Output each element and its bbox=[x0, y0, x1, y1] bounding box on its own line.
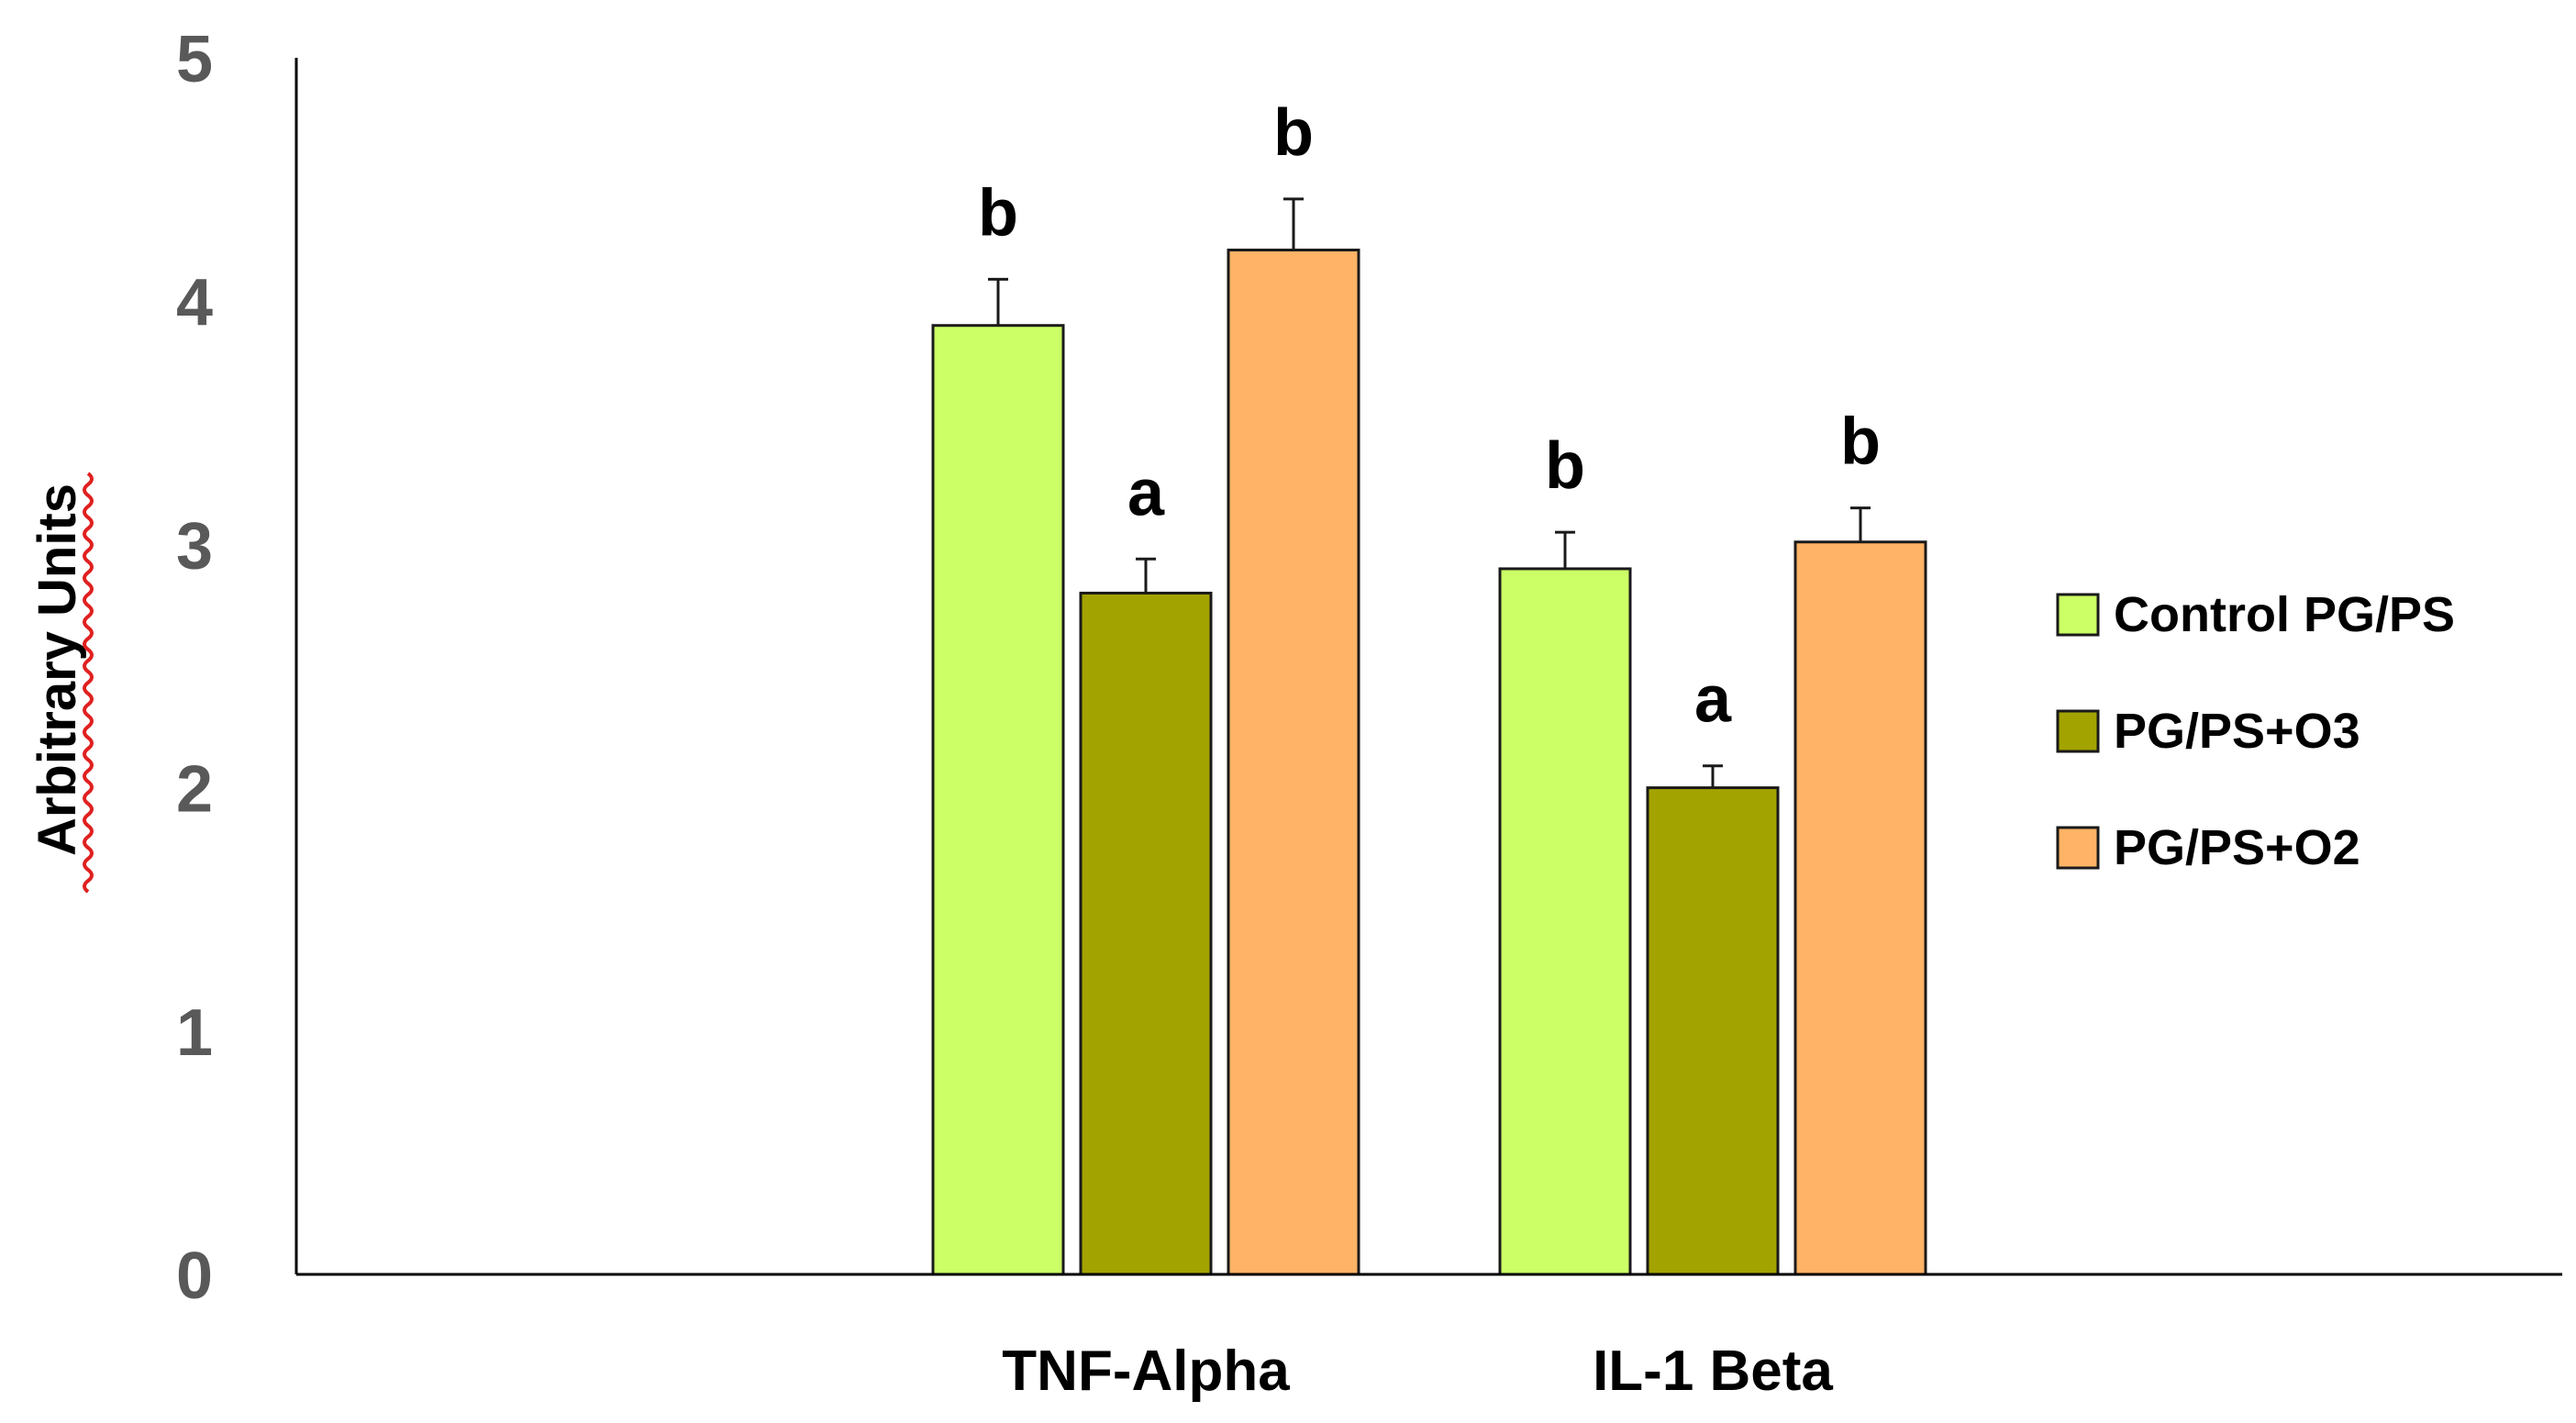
significance-labels: b a b b a b bbox=[978, 96, 1881, 737]
y-tick-label: 0 bbox=[176, 1240, 213, 1313]
y-tick-label: 1 bbox=[176, 996, 213, 1070]
x-tick-label: TNF-Alpha bbox=[1002, 1340, 1290, 1403]
significance-label: a bbox=[1694, 663, 1732, 737]
y-tick-label: 3 bbox=[176, 509, 213, 583]
legend-swatch bbox=[2056, 593, 2100, 637]
significance-label: b bbox=[1840, 406, 1881, 479]
y-axis-title-group: Arbitrary Units bbox=[28, 472, 94, 894]
y-axis-ticks: 0 1 2 3 4 5 bbox=[176, 23, 213, 1313]
x-tick-label: IL-1 Beta bbox=[1593, 1340, 1833, 1403]
bar-tnf-alpha-series-1 bbox=[931, 324, 1065, 1276]
error-bars bbox=[988, 197, 1871, 788]
significance-label: b bbox=[978, 176, 1018, 250]
bar-series bbox=[931, 249, 1927, 1276]
legend-swatch bbox=[2056, 826, 2100, 870]
bar-tnf-alpha-series-2 bbox=[1079, 591, 1213, 1276]
y-axis-title: Arbitrary Units bbox=[28, 484, 87, 856]
y-tick-label: 5 bbox=[176, 23, 213, 96]
bar-il-1-beta-series-2 bbox=[1646, 786, 1780, 1276]
legend-label: PG/PS+O2 bbox=[2114, 820, 2360, 875]
y-tick-label: 2 bbox=[176, 753, 213, 827]
x-axis-ticks: TNF-Alpha IL-1 Beta bbox=[1002, 1340, 1833, 1403]
bar-il-1-beta-series-3 bbox=[1793, 540, 1927, 1276]
significance-label: a bbox=[1127, 456, 1165, 529]
legend: Control PG/PS PG/PS+O3 PG/PS+O2 bbox=[2056, 587, 2455, 875]
spellcheck-underline bbox=[83, 472, 94, 894]
significance-label: b bbox=[1273, 96, 1314, 170]
legend-label: PG/PS+O3 bbox=[2114, 704, 2360, 759]
legend-label: Control PG/PS bbox=[2114, 587, 2455, 642]
legend-swatch bbox=[2056, 709, 2100, 753]
bar-tnf-alpha-series-3 bbox=[1227, 249, 1360, 1276]
bar-il-1-beta-series-1 bbox=[1498, 567, 1632, 1276]
y-tick-label: 4 bbox=[176, 266, 213, 339]
significance-label: b bbox=[1545, 429, 1585, 503]
